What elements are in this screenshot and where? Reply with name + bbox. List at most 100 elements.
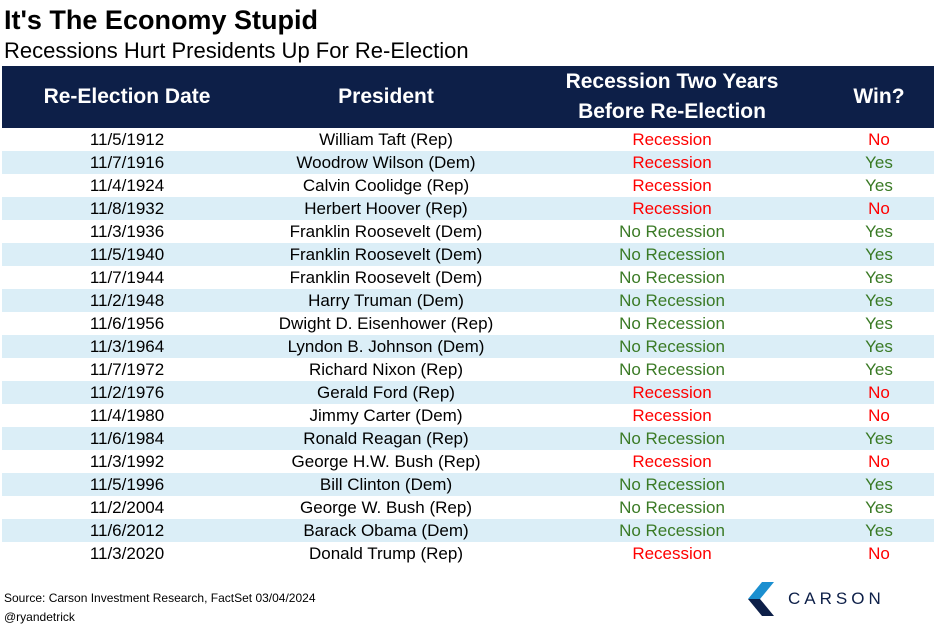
- cell-date: 11/3/1964: [89, 337, 165, 356]
- header-win: Win?: [853, 85, 905, 108]
- cell-president: Dwight D. Eisenhower (Rep): [278, 314, 494, 333]
- cell-recession: No Recession: [619, 429, 725, 448]
- cell-win: No: [868, 544, 890, 563]
- table-row: 11/3/2020 Donald Trump (Rep) Recession No: [2, 542, 934, 565]
- table-row: 11/6/2012 Barack Obama (Dem) No Recession Y…: [2, 519, 934, 542]
- cell-date: 11/3/2020: [89, 544, 165, 563]
- carson-logo-text: CARSON: [788, 589, 885, 608]
- cell-date: 11/6/2012: [89, 521, 165, 540]
- cell-win: Yes: [865, 245, 893, 264]
- source-note: Source: Carson Investment Research, Fact…: [4, 591, 316, 605]
- cell-president: Gerald Ford (Rep): [317, 383, 455, 402]
- cell-win: No: [868, 406, 890, 425]
- table-row: 11/8/1932 Herbert Hoover (Rep) Recession No: [2, 197, 934, 220]
- cell-win: No: [868, 452, 890, 471]
- page-title: It's The Economy Stupid: [4, 5, 318, 35]
- cell-win: Yes: [865, 291, 893, 310]
- cell-president: Franklin Roosevelt (Dem): [289, 222, 483, 241]
- table-header: Re-Election Date President Recession Two…: [2, 66, 934, 128]
- cell-recession: Recession: [632, 383, 712, 402]
- carson-logo-icon: [748, 582, 774, 616]
- cell-win: Yes: [865, 337, 893, 356]
- cell-win: No: [868, 383, 890, 402]
- cell-president: Franklin Roosevelt (Dem): [289, 268, 483, 287]
- cell-date: 11/6/1956: [89, 314, 165, 333]
- cell-win: Yes: [865, 222, 893, 241]
- cell-president: Ronald Reagan (Rep): [303, 429, 469, 448]
- header-recession-line2: Before Re-Election: [578, 100, 766, 123]
- cell-recession: No Recession: [619, 245, 725, 264]
- cell-date: 11/5/1996: [89, 475, 165, 494]
- cell-win: Yes: [865, 521, 893, 540]
- cell-president: Barack Obama (Dem): [303, 521, 469, 540]
- cell-date: 11/4/1924: [89, 176, 165, 195]
- header-president: President: [338, 85, 434, 108]
- cell-recession: Recession: [632, 176, 712, 195]
- cell-president: Bill Clinton (Dem): [319, 475, 453, 494]
- cell-date: 11/2/1976: [89, 383, 165, 402]
- cell-recession: Recession: [632, 406, 712, 425]
- cell-date: 11/2/1948: [89, 291, 165, 310]
- cell-date: 11/7/1944: [89, 268, 165, 287]
- cell-date: 11/7/1916: [89, 153, 165, 172]
- cell-president: George W. Bush (Rep): [300, 498, 472, 517]
- cell-win: No: [868, 199, 890, 218]
- header-date: Re-Election Date: [43, 85, 211, 108]
- cell-recession: No Recession: [619, 314, 725, 333]
- cell-president: Franklin Roosevelt (Dem): [289, 245, 483, 264]
- cell-win: Yes: [865, 429, 893, 448]
- header-recession-line1: Recession Two Years: [565, 70, 779, 93]
- page-subtitle: Recessions Hurt Presidents Up For Re-Ele…: [4, 38, 469, 63]
- cell-date: 11/4/1980: [89, 406, 165, 425]
- cell-date: 11/8/1932: [89, 199, 165, 218]
- cell-date: 11/5/1912: [89, 130, 165, 149]
- cell-recession: No Recession: [619, 337, 725, 356]
- author-handle: @ryandetrick: [4, 610, 75, 624]
- cell-date: 11/7/1972: [89, 360, 165, 379]
- cell-recession: Recession: [632, 544, 712, 563]
- table-row: 11/4/1980 Jimmy Carter (Dem) Recession No: [2, 404, 934, 427]
- cell-date: 11/3/1936: [89, 222, 165, 241]
- cell-win: Yes: [865, 153, 893, 172]
- cell-president: Donald Trump (Rep): [308, 544, 463, 563]
- cell-president: Calvin Coolidge (Rep): [302, 176, 470, 195]
- cell-president: George H.W. Bush (Rep): [291, 452, 481, 471]
- cell-president: Woodrow Wilson (Dem): [296, 153, 476, 172]
- table-row: 11/5/1996 Bill Clinton (Dem) No Recession Y…: [2, 473, 934, 496]
- cell-recession: No Recession: [619, 475, 725, 494]
- table-row: 11/7/1972 Richard Nixon (Rep) No Recession…: [2, 358, 934, 381]
- table-row: 11/5/1912 William Taft (Rep) Recession No: [2, 128, 934, 151]
- cell-recession: No Recession: [619, 521, 725, 540]
- cell-president: Richard Nixon (Rep): [309, 360, 463, 379]
- table-row: 11/3/1936 Franklin Roosevelt (Dem) No Rece…: [2, 220, 934, 243]
- cell-recession: Recession: [632, 153, 712, 172]
- table-row: 11/3/1992 George H.W. Bush (Rep) Recession…: [2, 450, 934, 473]
- table-row: 11/6/1984 Ronald Reagan (Rep) No Recession…: [2, 427, 934, 450]
- cell-date: 11/5/1940: [89, 245, 165, 264]
- cell-president: Herbert Hoover (Rep): [304, 199, 468, 218]
- carson-logo: CARSON: [748, 582, 885, 616]
- cell-win: Yes: [865, 498, 893, 517]
- header-recession: Recession Two Years Before Re-Election: [520, 67, 824, 127]
- cell-president: William Taft (Rep): [319, 130, 453, 149]
- cell-recession: No Recession: [619, 268, 725, 287]
- cell-recession: Recession: [632, 199, 712, 218]
- cell-recession: No Recession: [619, 498, 725, 517]
- cell-win: Yes: [865, 176, 893, 195]
- cell-win: Yes: [865, 314, 893, 333]
- table-row: 11/2/1948 Harry Truman (Dem) No Recession Y…: [2, 289, 934, 312]
- cell-president: Harry Truman (Dem): [308, 291, 464, 310]
- table-row: 11/2/2004 George W. Bush (Rep) No Recessio…: [2, 496, 934, 519]
- cell-president: Jimmy Carter (Dem): [309, 406, 463, 425]
- cell-win: No: [868, 130, 890, 149]
- cell-win: Yes: [865, 475, 893, 494]
- cell-president: Lyndon B. Johnson (Dem): [287, 337, 485, 356]
- recession-table: Re-Election Date President Recession Two…: [2, 66, 934, 565]
- table-row: 11/6/1956 Dwight D. Eisenhower (Rep) No Re…: [2, 312, 934, 335]
- table-row: 11/7/1944 Franklin Roosevelt (Dem) No Rece…: [2, 266, 934, 289]
- cell-recession: No Recession: [619, 222, 725, 241]
- cell-date: 11/3/1992: [89, 452, 165, 471]
- table-body: 11/5/1912 William Taft (Rep) Recession No 11…: [2, 128, 934, 565]
- table-row: 11/5/1940 Franklin Roosevelt (Dem) No Rece…: [2, 243, 934, 266]
- cell-recession: No Recession: [619, 360, 725, 379]
